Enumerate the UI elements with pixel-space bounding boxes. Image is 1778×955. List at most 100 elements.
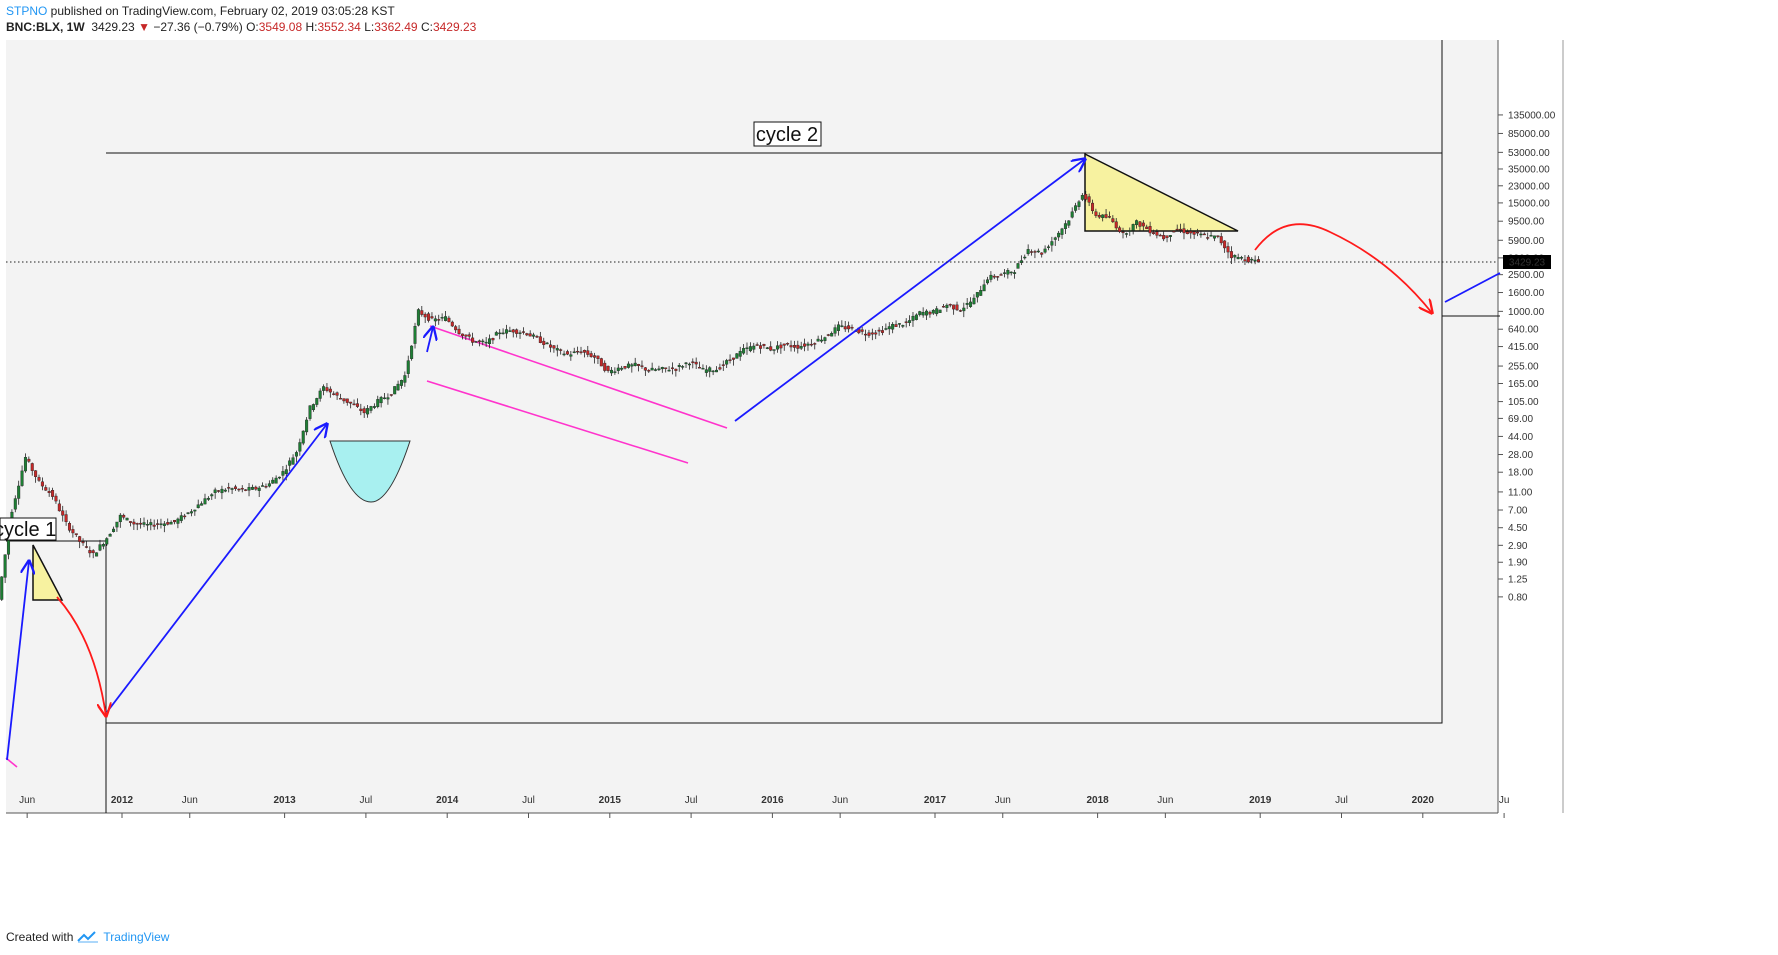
candle-body — [1043, 248, 1047, 253]
candle — [403, 371, 407, 387]
candle — [674, 368, 678, 377]
candle — [467, 332, 471, 340]
candle — [603, 360, 607, 373]
candle-body — [836, 324, 840, 331]
candle — [1131, 223, 1135, 235]
candle-body — [833, 327, 837, 334]
price-tick-label: 2500.00 — [1508, 270, 1545, 281]
candle — [101, 542, 105, 550]
candle-body — [474, 341, 478, 343]
candle — [359, 403, 363, 416]
candle — [630, 362, 634, 373]
cup-pattern — [329, 440, 411, 503]
candle — [955, 301, 959, 312]
cycle-3-box — [1441, 40, 1500, 317]
candle — [664, 367, 668, 373]
candle-body — [1179, 228, 1183, 231]
candle-body — [931, 310, 935, 314]
time-tick-label: Jun — [995, 795, 1011, 806]
candle-body — [986, 279, 990, 284]
publisher-username[interactable]: STPNO — [6, 4, 48, 18]
candle-body — [670, 367, 674, 369]
candle-body — [698, 367, 702, 369]
candle — [1151, 229, 1155, 235]
candle-body — [1250, 258, 1254, 261]
candle-body — [223, 489, 227, 492]
price-tick-label: 53000.00 — [1508, 148, 1550, 159]
candle-body — [518, 332, 522, 334]
candle — [474, 341, 478, 343]
candle-body — [938, 309, 942, 313]
price-axis[interactable]: 135000.00 85000.00 53000.00 35000.00 23000.0… — [1498, 110, 1556, 603]
candle — [420, 305, 424, 317]
candle — [498, 329, 502, 340]
candle — [992, 274, 996, 280]
candle — [345, 398, 349, 406]
candle-body — [603, 362, 607, 371]
candle-body — [826, 334, 830, 336]
price-tick-label: 1600.00 — [1508, 288, 1545, 299]
candle — [338, 393, 342, 400]
candle-body — [708, 367, 712, 372]
candle — [105, 537, 109, 546]
candle-body — [450, 321, 454, 327]
candle — [122, 513, 126, 520]
candle — [1158, 233, 1162, 237]
candle-body — [830, 333, 834, 337]
candle — [1192, 230, 1196, 240]
candle — [23, 453, 27, 473]
candle-body — [440, 317, 444, 319]
candle-body — [1243, 259, 1247, 262]
candle-body — [1145, 226, 1149, 230]
price-tick-label: 7.00 — [1508, 506, 1528, 517]
candle-body — [823, 337, 827, 341]
candle-body — [789, 345, 793, 348]
candle-body — [294, 452, 298, 457]
candle-body — [396, 383, 400, 391]
candle — [928, 310, 932, 318]
candle — [47, 487, 51, 497]
candle — [332, 391, 336, 396]
time-axis[interactable]: Jun 2012 Jun 2013 Jul 2014 Jul 2015 Jul 2016 Jun 20… — [19, 795, 1509, 818]
candle — [51, 487, 55, 500]
candle — [54, 493, 58, 504]
candle-body — [1114, 221, 1118, 229]
candle — [427, 311, 431, 323]
candle-body — [874, 332, 878, 335]
candle-body — [742, 348, 746, 354]
symbol-interval[interactable]: BNC:BLX, 1W — [6, 20, 85, 34]
candle — [281, 466, 285, 482]
candle-body — [413, 326, 417, 344]
candle-body — [156, 523, 160, 525]
candle-body — [379, 397, 383, 404]
candle-body — [1030, 251, 1034, 253]
chart-plot-area[interactable] — [6, 40, 1498, 813]
candle-body — [162, 523, 166, 526]
candle — [3, 554, 7, 584]
candle-body — [1016, 263, 1020, 269]
candle — [775, 341, 779, 353]
candle-body — [1067, 220, 1071, 226]
cycle-2-rise-arrow-2 — [734, 159, 1085, 422]
candle-body — [355, 403, 359, 407]
candle-body — [806, 343, 810, 346]
candle — [78, 535, 82, 549]
cycle-2-label: cycle 2 — [753, 121, 822, 147]
candle-body — [582, 349, 586, 353]
candle-body — [44, 487, 48, 491]
candle-body — [616, 367, 620, 371]
candle-body — [555, 348, 559, 351]
candle — [135, 522, 139, 531]
candle — [538, 331, 542, 344]
time-tick-label: 2012 — [111, 795, 134, 806]
candle-body — [71, 529, 75, 534]
candle — [399, 379, 403, 389]
tradingview-brand[interactable]: TradingView — [103, 930, 170, 944]
candle — [1209, 230, 1213, 237]
candle — [579, 346, 583, 355]
candle-body — [57, 503, 61, 512]
candle-body — [237, 488, 241, 491]
candle-body — [559, 349, 563, 351]
candle-series[interactable] — [0, 190, 1261, 602]
